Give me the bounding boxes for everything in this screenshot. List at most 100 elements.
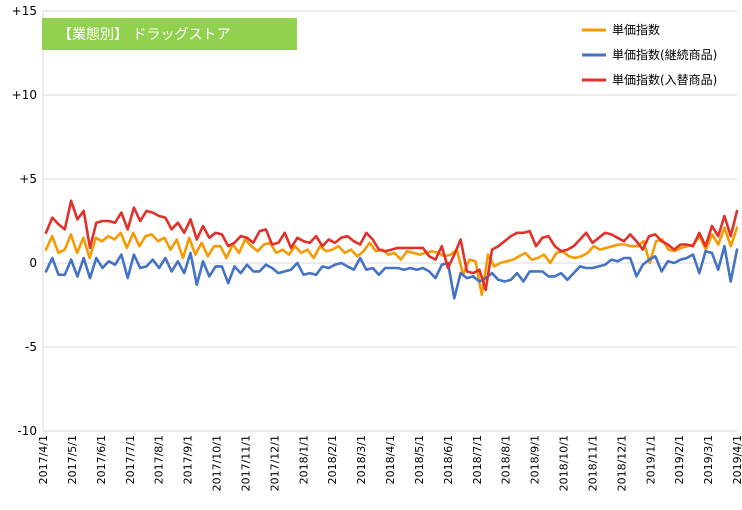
data-point bbox=[605, 247, 607, 249]
data-point bbox=[259, 270, 261, 272]
data-point bbox=[610, 233, 612, 235]
data-point bbox=[435, 277, 436, 279]
data-point bbox=[252, 270, 254, 272]
data-point bbox=[321, 265, 323, 267]
data-point bbox=[139, 267, 141, 269]
data-point bbox=[497, 279, 499, 281]
legend-label: 単価指数(継続商品) bbox=[612, 47, 717, 62]
data-point bbox=[70, 233, 72, 235]
data-point bbox=[554, 245, 556, 247]
data-point bbox=[661, 239, 663, 240]
data-point bbox=[151, 233, 153, 235]
data-point bbox=[70, 259, 72, 261]
data-point bbox=[340, 237, 342, 239]
data-point bbox=[290, 247, 292, 249]
data-point bbox=[409, 267, 411, 269]
data-point bbox=[188, 237, 190, 239]
data-point bbox=[623, 240, 625, 242]
x-tick-label: 2017/4/1 bbox=[37, 435, 50, 484]
x-tick-label: 2018/2/1 bbox=[326, 435, 339, 484]
data-point bbox=[541, 270, 543, 272]
data-point bbox=[177, 222, 179, 224]
data-point bbox=[265, 264, 267, 266]
data-point bbox=[624, 244, 626, 245]
data-point bbox=[334, 264, 336, 266]
data-point bbox=[369, 242, 371, 244]
data-point bbox=[391, 249, 392, 251]
data-point bbox=[643, 240, 645, 242]
data-point bbox=[604, 232, 606, 234]
data-point bbox=[194, 254, 196, 256]
data-point bbox=[76, 252, 78, 254]
data-point bbox=[522, 281, 524, 282]
data-point bbox=[497, 245, 499, 247]
data-point bbox=[277, 242, 279, 244]
data-point bbox=[412, 252, 414, 254]
data-point bbox=[403, 269, 405, 271]
data-point bbox=[560, 250, 562, 252]
data-point bbox=[548, 275, 549, 277]
data-point bbox=[344, 252, 346, 254]
data-point bbox=[460, 239, 462, 240]
data-point bbox=[400, 259, 402, 261]
data-point bbox=[493, 265, 495, 267]
data-point bbox=[554, 275, 556, 277]
data-point bbox=[363, 250, 364, 252]
data-point bbox=[560, 272, 562, 274]
y-axis-ticks: +15 +10 +5 0 -5 -10 bbox=[12, 4, 37, 438]
data-point bbox=[83, 210, 85, 212]
data-point bbox=[95, 237, 97, 239]
data-point bbox=[598, 265, 600, 267]
data-point bbox=[219, 245, 221, 247]
data-point bbox=[680, 247, 682, 249]
data-point bbox=[466, 277, 468, 279]
x-tick-label: 2018/11/1 bbox=[586, 435, 599, 491]
y-tick-label: 0 bbox=[29, 256, 37, 270]
x-tick-label: 2019/1/1 bbox=[644, 435, 657, 484]
x-tick-label: 2018/12/1 bbox=[615, 435, 628, 491]
x-tick-label: 2018/3/1 bbox=[355, 435, 368, 484]
data-point bbox=[307, 249, 308, 251]
data-point bbox=[171, 270, 173, 272]
data-point bbox=[422, 247, 424, 249]
data-point bbox=[196, 239, 198, 240]
data-point bbox=[431, 250, 433, 252]
data-point bbox=[409, 247, 411, 249]
data-point bbox=[648, 235, 650, 237]
data-point bbox=[435, 259, 436, 261]
data-point bbox=[288, 254, 290, 256]
data-point bbox=[328, 239, 330, 240]
data-point bbox=[397, 247, 399, 249]
data-point bbox=[196, 284, 198, 286]
data-point bbox=[416, 247, 418, 249]
data-point bbox=[64, 228, 66, 230]
y-tick-label: +10 bbox=[12, 88, 37, 102]
data-point bbox=[428, 255, 430, 257]
data-point bbox=[202, 260, 204, 262]
data-point bbox=[120, 212, 122, 214]
data-point bbox=[518, 255, 520, 257]
data-point bbox=[108, 220, 110, 222]
data-point bbox=[208, 237, 210, 239]
data-point bbox=[372, 267, 374, 269]
data-point bbox=[76, 218, 78, 220]
data-point bbox=[45, 270, 47, 272]
data-point bbox=[89, 257, 91, 259]
data-point bbox=[163, 237, 165, 239]
x-tick-label: 2018/7/1 bbox=[471, 435, 484, 484]
data-point bbox=[573, 245, 575, 247]
data-point bbox=[580, 255, 582, 257]
data-point bbox=[190, 252, 191, 254]
data-point bbox=[215, 232, 217, 234]
data-point bbox=[491, 272, 493, 274]
x-tick-label: 2017/12/1 bbox=[268, 435, 281, 491]
data-point bbox=[416, 269, 418, 271]
data-point bbox=[176, 239, 178, 240]
x-tick-label: 2017/5/1 bbox=[66, 435, 79, 484]
data-point bbox=[190, 218, 191, 220]
data-point bbox=[592, 242, 593, 244]
data-point bbox=[238, 252, 240, 254]
y-tick-label: -10 bbox=[17, 424, 37, 438]
data-point bbox=[723, 215, 725, 217]
